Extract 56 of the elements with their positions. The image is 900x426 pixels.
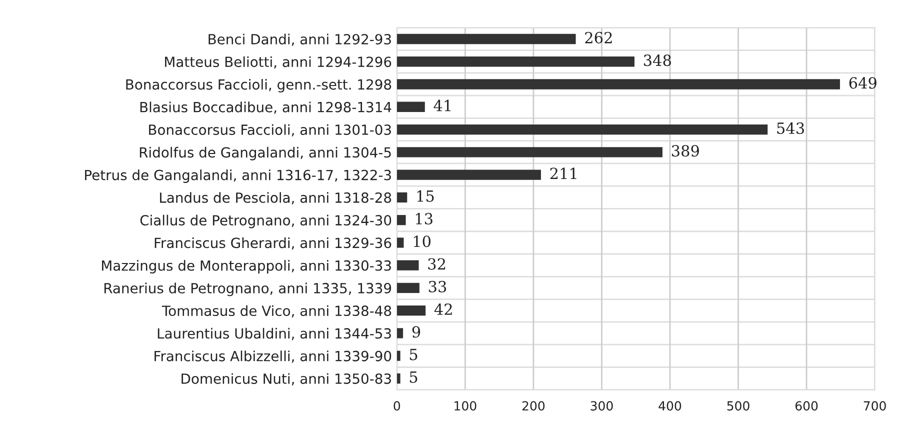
bar	[396, 350, 400, 361]
bar	[396, 56, 634, 67]
bar	[396, 147, 662, 158]
y-tick-label: Laurentius Ubaldini, anni 1344-53	[158, 328, 391, 340]
bar	[396, 192, 408, 203]
y-tick-label: Matteus Beliotti, anni 1294-1296	[165, 56, 392, 69]
y-tick-label: Ranerius de Petrognano, anni 1335, 1339	[104, 282, 392, 296]
bar	[396, 170, 541, 180]
data-label: 41	[434, 100, 450, 112]
bar	[396, 238, 404, 248]
data-label: 649	[849, 77, 876, 89]
bar	[396, 124, 768, 135]
y-tick-label: Benci Dandi, anni 1292-93	[208, 34, 391, 46]
bar	[396, 34, 576, 44]
y-tick-label: Ridolfus de Gangalandi, anni 1304-5	[140, 146, 391, 160]
data-label: 33	[428, 280, 446, 292]
x-tick-label: 300	[590, 401, 613, 411]
data-label: 211	[550, 168, 576, 180]
x-tick-label: 400	[658, 401, 682, 411]
data-label: 42	[434, 303, 452, 315]
y-tick-label: Bonaccorsus Faccioli, genn.-sett. 1298	[126, 78, 392, 92]
y-tick-label: Blasius Boccadibue, anni 1298-1314	[140, 102, 392, 114]
data-label: 13	[416, 212, 432, 224]
x-tick-label: 100	[454, 401, 476, 411]
data-label: 348	[644, 54, 671, 66]
y-tick-label: Ciallus de Petrognano, anni 1324-30	[140, 214, 392, 228]
x-tick-label: 500	[727, 401, 750, 411]
bar	[396, 305, 426, 316]
x-tick-label: 200	[522, 401, 545, 411]
x-tick-label: 0	[394, 401, 400, 411]
data-label: 10	[414, 236, 430, 248]
y-tick-label: Domenicus Nuti, anni 1350-83	[182, 373, 391, 386]
data-label: 32	[428, 258, 446, 270]
y-tick-label: Landus de Pesciola, anni 1318-28	[160, 192, 392, 204]
bar	[396, 102, 425, 112]
bar	[396, 282, 420, 294]
data-label: 5	[410, 372, 418, 383]
y-tick-label: Franciscus Albizzelli, anni 1339-90	[154, 350, 392, 363]
data-label: 5	[410, 348, 418, 360]
data-label: 543	[777, 122, 804, 134]
bar	[396, 79, 840, 90]
bar	[396, 328, 404, 338]
bar	[396, 373, 400, 384]
y-tick-label: Tommasus de Vico, anni 1338-48	[162, 305, 392, 318]
data-label: 9	[412, 326, 420, 338]
data-label: 15	[417, 190, 434, 202]
y-tick-label: Bonaccorsus Faccioli, anni 1301-03	[149, 124, 391, 136]
x-tick-label: 700	[864, 401, 886, 411]
data-label: 389	[672, 145, 699, 157]
x-tick-label: 600	[795, 401, 818, 411]
y-tick-label: Franciscus Gherardi, anni 1329-36	[154, 237, 392, 250]
bar	[396, 214, 406, 226]
bar	[396, 260, 419, 270]
y-tick-label: Petrus de Gangalandi, anni 1316-17, 1322-3	[85, 170, 391, 183]
data-label: 262	[585, 32, 612, 44]
y-tick-label: Mazzingus de Monterappoli, anni 1330-33	[102, 260, 391, 274]
